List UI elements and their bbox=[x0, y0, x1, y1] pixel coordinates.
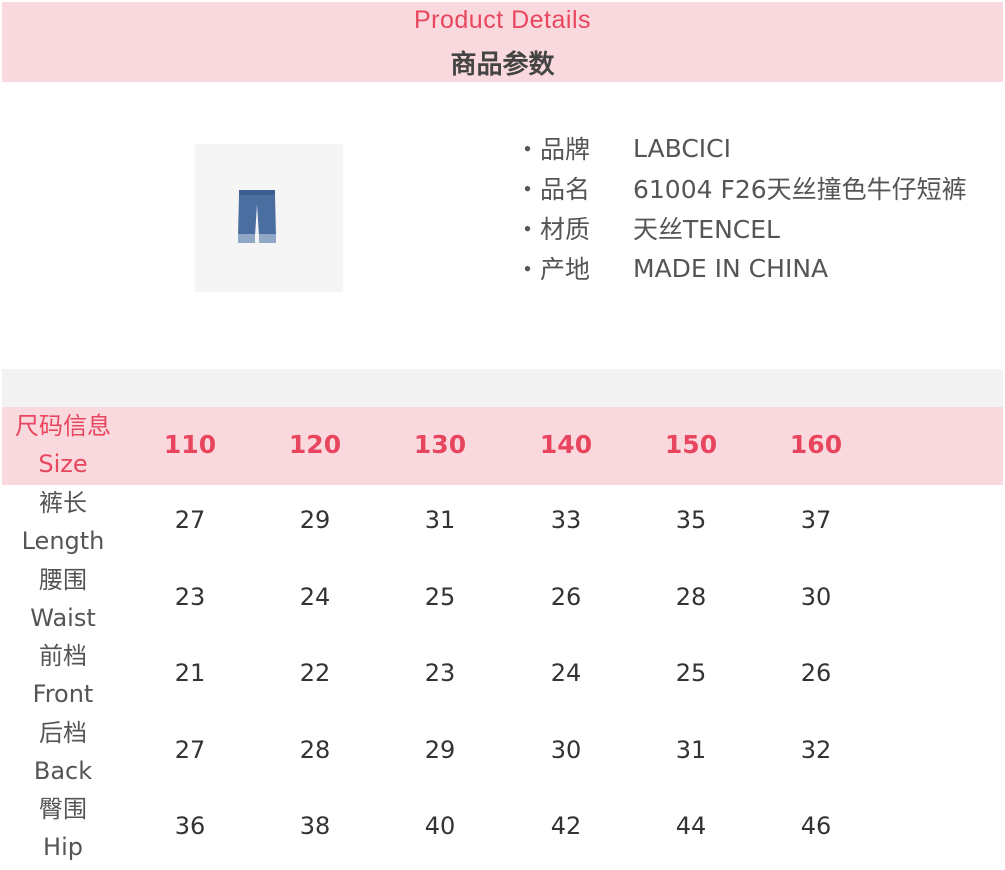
table-cell: 22 bbox=[299, 659, 331, 687]
measure-zh: 臀围 bbox=[39, 795, 87, 823]
measure-label: 裤长 Length bbox=[3, 484, 123, 560]
measure-label: 臀围 Hip bbox=[3, 790, 123, 866]
spec-row: ・品名 61004 F26天丝撞色牛仔短裤 bbox=[515, 168, 967, 208]
spec-row: ・产地 MADE IN CHINA bbox=[515, 248, 967, 288]
table-cell: 24 bbox=[299, 582, 331, 611]
table-cell: 42 bbox=[550, 812, 582, 840]
table-cell: 31 bbox=[424, 506, 456, 534]
measure-en: Hip bbox=[43, 833, 83, 861]
table-cell: 23 bbox=[424, 659, 456, 687]
table-cell: 23 bbox=[174, 582, 206, 611]
table-cell: 26 bbox=[800, 659, 832, 687]
table-cell: 25 bbox=[675, 659, 707, 687]
title-english: Product Details bbox=[413, 6, 592, 34]
measure-zh: 前档 bbox=[39, 642, 87, 670]
title-chinese: 商品参数 bbox=[450, 50, 555, 80]
size-header-en: Size bbox=[38, 450, 88, 478]
measure-label: 腰围 Waist bbox=[3, 561, 123, 637]
table-cell: 30 bbox=[550, 735, 582, 764]
measure-zh: 后档 bbox=[39, 718, 87, 747]
spec-value: MADE IN CHINA bbox=[633, 253, 829, 283]
size-column-header: 160 bbox=[789, 430, 843, 459]
spec-value: 天丝TENCEL bbox=[633, 215, 780, 244]
spec-value: 61004 F26天丝撞色牛仔短裤 bbox=[633, 175, 967, 204]
table-cell: 26 bbox=[550, 582, 582, 611]
product-image bbox=[195, 144, 343, 292]
product-specs: ・品牌 LABCICI ・品名 61004 F26天丝撞色牛仔短裤・材质 天丝TENCE… bbox=[515, 128, 967, 288]
measure-zh: 腰围 bbox=[39, 565, 87, 594]
measure-label: 后档 Back bbox=[3, 714, 123, 790]
measure-zh: 裤长 bbox=[39, 489, 87, 517]
size-header-band bbox=[2, 407, 1003, 485]
size-column-header: 150 bbox=[664, 430, 718, 459]
size-column-header: 120 bbox=[288, 430, 342, 459]
table-cell: 30 bbox=[800, 582, 832, 611]
spec-row: ・品牌 LABCICI bbox=[515, 128, 967, 168]
measure-en: Length bbox=[21, 527, 105, 555]
table-cell: 24 bbox=[550, 659, 582, 687]
spec-key: ・品牌 bbox=[515, 135, 591, 164]
measure-en: Front bbox=[32, 680, 94, 708]
table-cell: 31 bbox=[675, 735, 707, 764]
spec-key: ・产地 bbox=[515, 255, 591, 284]
measure-label: 前档 Front bbox=[3, 637, 123, 713]
table-cell: 40 bbox=[424, 812, 456, 840]
table-cell: 29 bbox=[299, 506, 331, 534]
divider-band bbox=[2, 369, 1003, 407]
table-cell: 36 bbox=[174, 812, 206, 840]
table-cell: 27 bbox=[174, 735, 206, 764]
measure-en: Waist bbox=[30, 603, 96, 632]
table-cell: 46 bbox=[800, 812, 832, 840]
spec-value: LABCICI bbox=[633, 133, 731, 163]
table-cell: 38 bbox=[299, 812, 331, 840]
size-header-zh: 尺码信息 bbox=[15, 412, 111, 440]
table-cell: 37 bbox=[800, 506, 832, 534]
size-column-header: 110 bbox=[163, 430, 217, 459]
spec-row: ・材质 天丝TENCEL bbox=[515, 208, 967, 248]
size-column-header: 140 bbox=[539, 430, 593, 459]
header-banner: Product Details 商品参数 bbox=[2, 2, 1003, 82]
table-cell: 32 bbox=[800, 735, 832, 764]
table-cell: 33 bbox=[550, 506, 582, 534]
denim-shorts-icon bbox=[238, 190, 276, 243]
measure-en: Back bbox=[33, 756, 93, 785]
table-cell: 29 bbox=[424, 735, 456, 764]
spec-key: ・材质 bbox=[515, 215, 591, 244]
table-cell: 44 bbox=[675, 812, 707, 840]
table-cell: 35 bbox=[675, 506, 707, 534]
table-cell: 25 bbox=[424, 582, 456, 611]
size-column-header: 130 bbox=[413, 430, 467, 459]
spec-key: ・品名 bbox=[515, 175, 591, 204]
table-cell: 28 bbox=[299, 735, 331, 764]
table-cell: 21 bbox=[174, 659, 206, 687]
table-cell: 27 bbox=[174, 506, 206, 534]
table-cell: 28 bbox=[675, 582, 707, 611]
